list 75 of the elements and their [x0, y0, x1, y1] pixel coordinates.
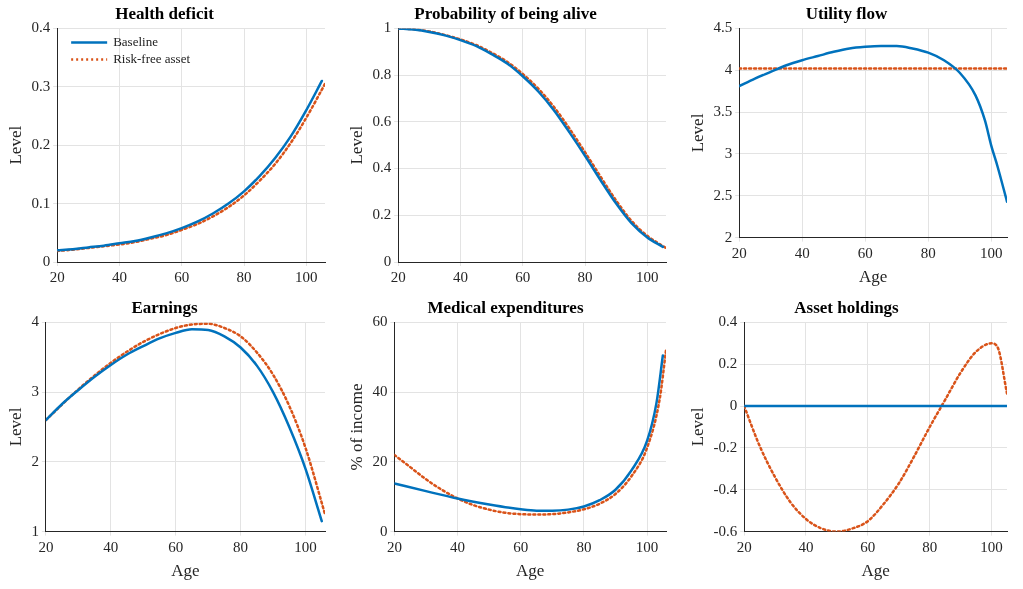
x-tick-label: 40: [452, 268, 468, 285]
y-tick-label: 0: [379, 522, 388, 539]
x-tick-label: 80: [920, 244, 936, 261]
y-tick-label: 0.8: [372, 66, 392, 83]
y-tick-label: 2: [31, 452, 39, 469]
y-tick-label: 0: [383, 252, 392, 269]
x-tick-label: 100: [295, 268, 318, 285]
y-tick-label: 0.2: [718, 355, 738, 372]
y-tick-label: 0: [42, 252, 51, 269]
x-axis-title: Age: [861, 561, 890, 581]
y-tick-label: 4: [724, 61, 733, 78]
y-tick-label: 0.1: [31, 194, 51, 211]
chart-title: Medical expenditures: [427, 297, 584, 317]
chart-title: Health deficit: [115, 3, 215, 23]
x-tick-label: 100: [635, 538, 659, 555]
x-tick-label: 60: [860, 538, 876, 555]
y-tick-label: 0.6: [372, 112, 392, 129]
x-tick-label: 60: [515, 268, 531, 285]
x-tick-label: 40: [450, 538, 466, 555]
y-tick-label: 4.5: [713, 19, 733, 36]
y-tick-label: 0.3: [31, 77, 51, 94]
x-tick-label: 80: [576, 538, 592, 555]
x-tick-label: 80: [236, 268, 252, 285]
y-tick-label: 2: [724, 228, 733, 245]
x-tick-label: 80: [922, 538, 938, 555]
y-tick-label: 0: [729, 397, 738, 414]
chart-title: Probability of being alive: [414, 3, 598, 23]
y-axis-title: Level: [687, 113, 707, 153]
x-tick-label: 80: [233, 538, 249, 555]
y-tick-label: 40: [372, 383, 388, 400]
y-tick-label: -0.2: [713, 438, 738, 455]
chart-title: Earnings: [131, 297, 198, 317]
x-tick-label: 100: [979, 244, 1003, 261]
y-tick-label: -0.6: [713, 522, 738, 539]
x-tick-label: 40: [111, 268, 127, 285]
x-axis-title: Age: [516, 561, 545, 581]
y-tick-label: 1: [31, 522, 39, 539]
legend-label: Baseline: [113, 33, 159, 49]
y-tick-label: 0.2: [372, 206, 392, 223]
x-tick-label: 20: [49, 268, 65, 285]
y-tick-label: 4: [31, 313, 40, 330]
x-tick-label: 20: [736, 538, 752, 555]
x-tick-label: 40: [103, 538, 119, 555]
y-tick-label: 60: [372, 313, 388, 330]
x-tick-label: 100: [294, 538, 317, 555]
y-axis-title: Level: [687, 407, 707, 447]
y-tick-label: 1: [383, 19, 392, 36]
chart-title: Utility flow: [805, 3, 889, 23]
y-tick-label: 20: [372, 452, 388, 469]
y-axis-title: Level: [5, 125, 25, 165]
x-tick-label: 60: [513, 538, 529, 555]
x-tick-label: 60: [857, 244, 873, 261]
x-tick-label: 80: [577, 268, 593, 285]
y-tick-label: 0.4: [718, 313, 738, 330]
x-tick-label: 100: [636, 268, 659, 285]
y-tick-label: 0.4: [31, 19, 51, 36]
x-tick-label: 40: [798, 538, 814, 555]
y-tick-label: 3: [31, 383, 39, 400]
y-axis-title: % of income: [346, 383, 366, 471]
y-tick-label: 0.4: [372, 159, 392, 176]
y-tick-label: 2.5: [713, 186, 733, 203]
y-axis-title: Level: [5, 407, 25, 447]
x-tick-label: 60: [168, 538, 184, 555]
x-axis-title: Age: [171, 561, 200, 581]
y-tick-label: 3: [724, 144, 733, 161]
y-axis-title: Level: [346, 125, 366, 165]
x-tick-label: 100: [980, 538, 1003, 555]
chart-title: Asset holdings: [794, 297, 900, 317]
y-tick-label: -0.4: [713, 480, 738, 497]
y-tick-label: 0.2: [31, 136, 51, 153]
x-tick-label: 60: [174, 268, 190, 285]
x-tick-label: 40: [794, 244, 810, 261]
y-tick-label: 3.5: [713, 103, 733, 120]
legend-label: Risk-free asset: [113, 50, 191, 66]
x-axis-title: Age: [858, 267, 888, 287]
